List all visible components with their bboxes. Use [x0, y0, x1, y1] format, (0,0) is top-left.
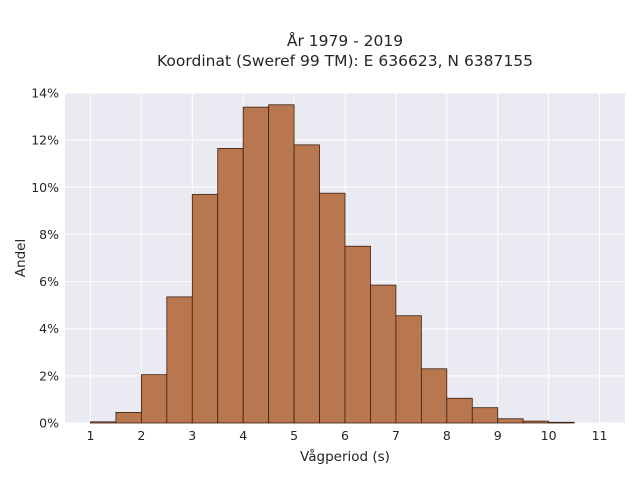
y-tick-label: 10% — [31, 180, 59, 195]
histogram-bar-11 — [370, 284, 397, 424]
histogram-bar-6 — [242, 106, 270, 424]
x-tick-label: 11 — [592, 428, 608, 443]
histogram-bar-3 — [166, 296, 193, 424]
y-tick-label: 6% — [39, 274, 59, 289]
y-tick-label: 4% — [39, 321, 59, 336]
bars — [90, 104, 575, 424]
x-tick-label: 7 — [392, 428, 400, 443]
x-tick-label: 1 — [86, 428, 94, 443]
x-axis-label: Vågperiod (s) — [300, 448, 390, 465]
histogram-bar-17 — [522, 420, 550, 424]
chart-title-line-2: Koordinat (Sweref 99 TM): E 636623, N 63… — [157, 52, 533, 70]
x-tick-label: 2 — [137, 428, 145, 443]
histogram-bar-5 — [217, 147, 244, 424]
histogram-bar-1 — [115, 411, 142, 424]
y-tick-label: 14% — [31, 86, 59, 101]
y-tick-label: 2% — [39, 368, 59, 383]
x-tick-label: 9 — [494, 428, 502, 443]
histogram-bar-0 — [90, 421, 117, 424]
y-tick-label: 12% — [31, 133, 59, 148]
x-tick-label: 10 — [541, 428, 557, 443]
histogram-bar-14 — [446, 397, 473, 424]
y-axis-ticks: 0% 2% 4% 6% 8% 10% 12% 14% — [31, 86, 59, 431]
y-tick-label: 0% — [39, 416, 59, 431]
y-tick-label: 8% — [39, 227, 59, 242]
histogram-bar-8 — [293, 144, 320, 424]
histogram-bar-13 — [420, 368, 448, 424]
x-tick-label: 4 — [239, 428, 247, 443]
histogram-bar-10 — [344, 245, 371, 424]
x-tick-label: 3 — [188, 428, 196, 443]
x-tick-label: 8 — [443, 428, 451, 443]
x-axis-ticks: 1 2 3 4 5 6 7 8 9 10 11 — [86, 428, 607, 443]
chart-title-line-1: År 1979 - 2019 — [287, 31, 403, 50]
y-axis-label: Andel — [13, 239, 29, 277]
x-tick-label: 5 — [290, 428, 298, 443]
x-tick-label: 6 — [341, 428, 349, 443]
histogram-bar-18 — [548, 421, 575, 424]
histogram-bar-4 — [191, 193, 219, 424]
histogram-bar-12 — [395, 315, 422, 424]
histogram-bar-15 — [471, 407, 499, 424]
histogram-bar-9 — [319, 192, 346, 424]
histogram-bar-7 — [268, 104, 295, 424]
histogram-bar-16 — [497, 418, 524, 424]
histogram-bar-2 — [140, 374, 168, 424]
